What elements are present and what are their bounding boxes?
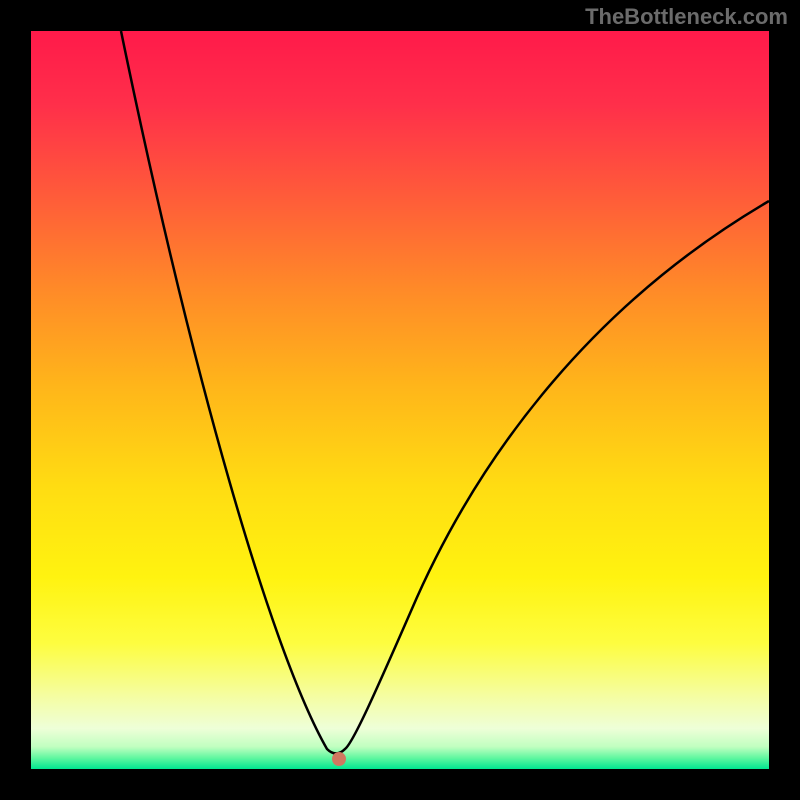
watermark-text: TheBottleneck.com <box>585 4 788 30</box>
optimum-marker <box>332 752 346 766</box>
plot-area <box>31 31 769 769</box>
bottleneck-curve <box>31 31 769 769</box>
